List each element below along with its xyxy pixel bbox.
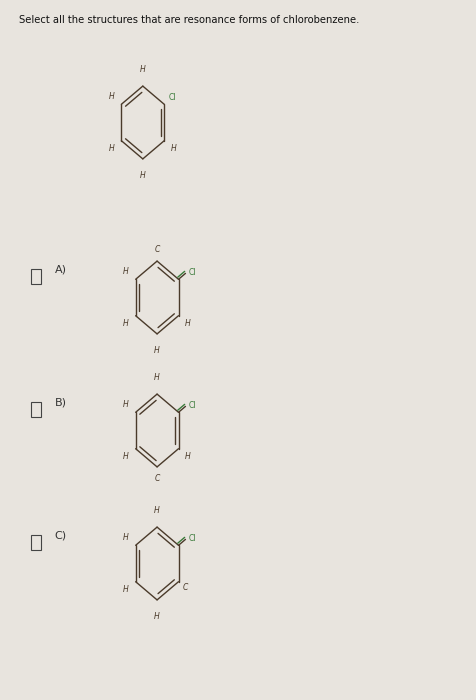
Text: H: H — [123, 452, 129, 461]
Text: Cl: Cl — [169, 93, 176, 102]
Text: H: H — [123, 533, 129, 542]
Text: H: H — [109, 144, 115, 153]
Text: C: C — [154, 474, 160, 483]
Text: A): A) — [55, 265, 67, 274]
Text: H: H — [123, 319, 129, 328]
Text: H: H — [109, 92, 115, 101]
Text: Cl: Cl — [189, 401, 196, 410]
Text: H: H — [185, 319, 191, 328]
Text: C): C) — [55, 531, 67, 540]
Text: H: H — [154, 346, 160, 355]
Text: Cl: Cl — [189, 534, 196, 543]
Text: C: C — [183, 583, 188, 592]
Text: Select all the structures that are resonance forms of chlorobenzene.: Select all the structures that are reson… — [19, 15, 359, 25]
Bar — [31, 402, 41, 417]
Text: H: H — [185, 452, 191, 461]
Text: H: H — [154, 373, 160, 382]
Bar — [31, 535, 41, 550]
Bar — [31, 269, 41, 284]
Text: H: H — [154, 506, 160, 515]
Text: H: H — [123, 585, 129, 594]
Text: H: H — [140, 171, 146, 180]
Text: H: H — [154, 612, 160, 621]
Text: B): B) — [55, 398, 67, 407]
Text: H: H — [171, 144, 177, 153]
Text: H: H — [123, 267, 129, 276]
Text: C: C — [154, 245, 160, 254]
Text: H: H — [140, 65, 146, 74]
Text: Cl: Cl — [189, 268, 196, 277]
Text: H: H — [123, 400, 129, 409]
